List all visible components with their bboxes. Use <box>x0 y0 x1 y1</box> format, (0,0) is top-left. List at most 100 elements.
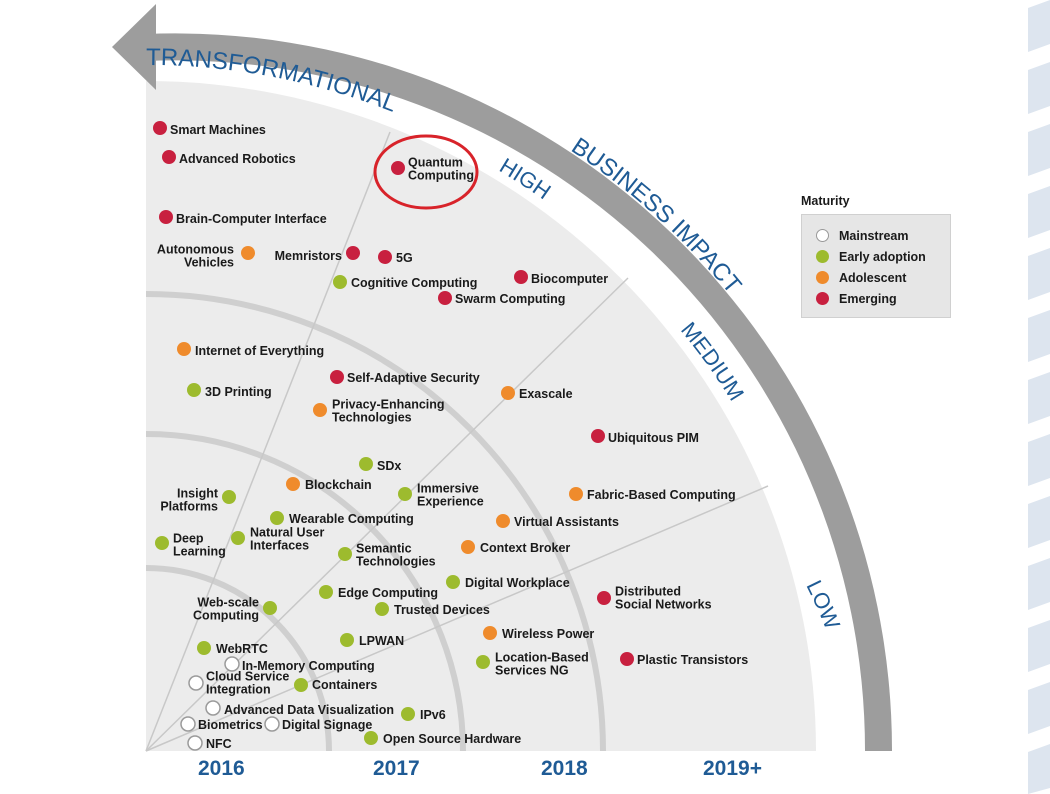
early-dot-icon <box>155 536 169 550</box>
legend-item-early-adoption: Early adoption <box>816 246 940 267</box>
tech-item-digital-signage: Digital Signage <box>264 716 372 732</box>
tech-label: Plastic Transistors <box>637 653 748 667</box>
adolescent-dot-icon <box>286 477 300 491</box>
tech-item-open-source-hardware: Open Source Hardware <box>364 731 521 746</box>
tech-item-virtual-assistants: Virtual Assistants <box>496 514 619 529</box>
early-dot-icon <box>263 601 277 615</box>
adolescent-dot-icon <box>496 514 510 528</box>
tech-item-smart-machines: Smart Machines <box>153 121 266 137</box>
mainstream-dot-icon <box>224 656 240 672</box>
mainstream-dot-icon <box>187 735 203 751</box>
tech-item-digital-workplace: Digital Workplace <box>446 575 570 590</box>
tech-label: Cognitive Computing <box>351 276 477 290</box>
tech-item-immersive-experience: Immersive Experience <box>398 482 484 509</box>
early-dot-icon <box>270 511 284 525</box>
tech-label: Insight Platforms <box>160 487 218 514</box>
tech-label: Containers <box>312 678 377 692</box>
tech-label: Web-scale Computing <box>193 596 259 623</box>
tech-item-edge-computing: Edge Computing <box>319 585 438 600</box>
tech-item-5g: 5G <box>378 250 413 265</box>
tech-label: Advanced Robotics <box>179 152 296 166</box>
tech-label: Autonomous Vehicles <box>157 243 234 270</box>
tech-label: Open Source Hardware <box>383 732 521 746</box>
tech-item-blockchain: Blockchain <box>286 477 372 492</box>
early-adoption-dot-icon <box>816 250 829 263</box>
emerging-dot-icon <box>438 291 452 305</box>
tech-label: Swarm Computing <box>455 292 565 306</box>
tech-label: Cloud Service Integration <box>206 670 289 697</box>
legend-box: Mainstream Early adoption Adolescent Eme… <box>801 214 951 318</box>
tech-item-distributed-social-networks: Distributed Social Networks <box>597 585 712 612</box>
tech-item-deep-learning: Deep Learning <box>155 532 226 559</box>
emerging-dot-icon <box>159 210 173 224</box>
tech-label: IPv6 <box>420 708 446 722</box>
tech-item-lpwan: LPWAN <box>340 633 404 648</box>
emerging-dot-icon <box>330 370 344 384</box>
adolescent-dot-icon <box>569 487 583 501</box>
tech-item-internet-of-everything: Internet of Everything <box>177 342 324 358</box>
tech-label: Wearable Computing <box>289 512 414 526</box>
tech-label: WebRTC <box>216 642 268 656</box>
tech-item-containers: Containers <box>294 678 377 692</box>
tech-item-quantum-computing: Quantum Computing <box>391 156 474 183</box>
early-dot-icon <box>401 707 415 721</box>
tech-item-cognitive-computing: Cognitive Computing <box>333 275 477 290</box>
tech-item-ipv6: IPv6 <box>401 707 446 722</box>
adolescent-dot-icon <box>461 540 475 554</box>
tech-label: Location-Based Services NG <box>495 651 589 678</box>
early-dot-icon <box>340 633 354 647</box>
tech-item-3d-printing: 3D Printing <box>187 383 272 399</box>
tech-item-exascale: Exascale <box>501 386 573 401</box>
tech-label: Biocomputer <box>531 272 608 286</box>
tech-item-semantic-technologies: Semantic Technologies <box>338 542 436 569</box>
tech-label: Brain-Computer Interface <box>176 212 327 226</box>
tech-label: Fabric-Based Computing <box>587 488 736 502</box>
tech-label: Quantum Computing <box>408 156 474 183</box>
legend-label: Early adoption <box>839 249 926 264</box>
early-dot-icon <box>359 457 373 471</box>
tech-label: 3D Printing <box>205 385 272 399</box>
legend-label: Adolescent <box>839 270 907 285</box>
tech-label: Advanced Data Visualization <box>224 703 394 717</box>
tech-item-brain-computer-interface: Brain-Computer Interface <box>159 210 327 226</box>
tech-label: Semantic Technologies <box>356 542 436 569</box>
tech-label: Privacy-Enhancing Technologies <box>332 398 445 425</box>
tech-item-insight-platforms: Insight Platforms <box>160 487 236 514</box>
adolescent-dot-icon <box>483 626 497 640</box>
legend-label: Emerging <box>839 291 897 306</box>
early-dot-icon <box>319 585 333 599</box>
mainstream-dot-icon <box>816 229 829 242</box>
tech-item-plastic-transistors: Plastic Transistors <box>620 652 748 667</box>
tech-label: 5G <box>396 251 413 265</box>
year-label: 2016 <box>198 757 245 780</box>
radar-background <box>146 81 816 751</box>
year-label: 2018 <box>541 757 588 780</box>
adolescent-dot-icon <box>313 403 327 417</box>
tech-label: Edge Computing <box>338 586 438 600</box>
tech-label: NFC <box>206 737 232 751</box>
tech-item-natural-user-interfaces: Natural User Interfaces <box>231 526 324 553</box>
tech-item-biometrics: Biometrics <box>180 716 263 732</box>
mainstream-dot-icon <box>205 700 221 716</box>
tech-item-ubiquitous-pim: Ubiquitous PIM <box>591 429 699 445</box>
tech-label: Smart Machines <box>170 123 266 137</box>
mainstream-dot-icon <box>188 675 204 691</box>
tech-label: Trusted Devices <box>394 603 490 617</box>
year-label: 2017 <box>373 757 420 780</box>
legend-item-adolescent: Adolescent <box>816 267 940 288</box>
tech-label: LPWAN <box>359 634 404 648</box>
early-dot-icon <box>375 602 389 616</box>
early-dot-icon <box>446 575 460 589</box>
emerging-dot-icon <box>153 121 167 135</box>
emerging-dot-icon <box>816 292 829 305</box>
adolescent-dot-icon <box>177 342 191 356</box>
tech-item-self-adaptive-security: Self-Adaptive Security <box>330 370 480 385</box>
mainstream-dot-icon <box>264 716 280 732</box>
tech-label: Self-Adaptive Security <box>347 371 480 385</box>
emerging-dot-icon <box>514 270 528 284</box>
tech-item-location-based-services-ng: Location-Based Services NG <box>476 651 589 678</box>
adolescent-dot-icon <box>241 246 255 260</box>
legend-item-mainstream: Mainstream <box>816 225 940 246</box>
legend-item-emerging: Emerging <box>816 288 940 309</box>
